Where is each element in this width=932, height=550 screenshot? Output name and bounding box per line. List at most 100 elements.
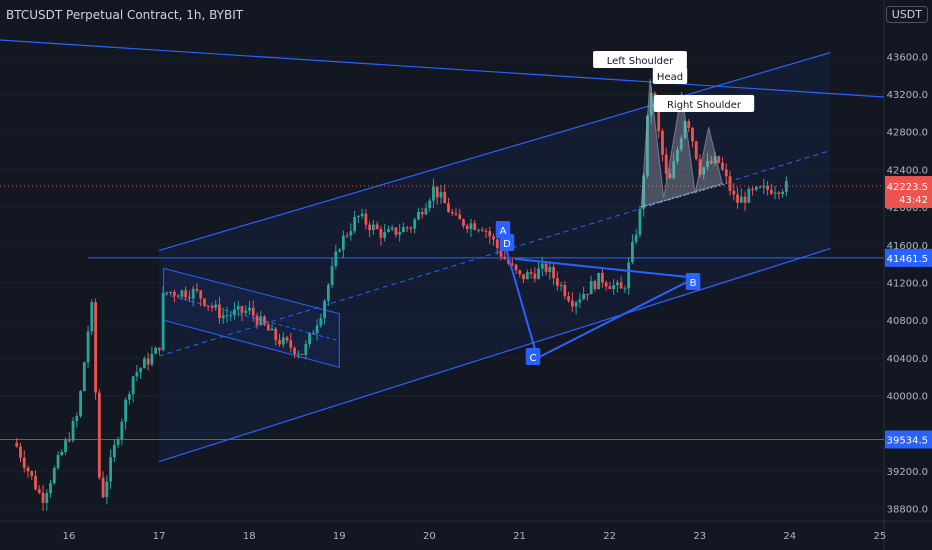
candle-body (402, 227, 405, 233)
candle-body (473, 223, 477, 230)
candle-body (379, 228, 383, 238)
last-price-value: 42223.5 (887, 182, 928, 193)
point-c-label[interactable]: C (525, 348, 541, 365)
point-d-label-bg (499, 234, 515, 251)
price-tick-label: 42400.0 (887, 165, 928, 176)
candle-body (559, 284, 563, 286)
candle-body (777, 192, 781, 194)
candle-body (781, 191, 784, 194)
candle-body (52, 468, 56, 484)
channel-lower-line[interactable] (158, 247, 831, 463)
abcd-pattern[interactable] (505, 248, 699, 360)
candle-body (687, 121, 691, 128)
candle-body (394, 227, 398, 235)
candle-body (717, 155, 721, 163)
candle-body (71, 421, 75, 441)
candle-body (514, 264, 518, 271)
currency-selector[interactable]: USDT (885, 6, 928, 23)
candle-body (454, 213, 458, 215)
candle-body (649, 93, 653, 116)
candle-body (244, 310, 248, 313)
candle-body (97, 392, 101, 478)
candle-body (15, 442, 19, 447)
candle-body (49, 483, 52, 493)
candle-body (608, 286, 612, 290)
candle-body (518, 270, 522, 275)
candle-body (368, 224, 372, 231)
candle-body (296, 353, 300, 355)
point-a-label-text: A (500, 226, 507, 237)
candle-body (510, 263, 514, 265)
candle-body (229, 315, 233, 317)
candle-body (326, 285, 330, 301)
time-tick-label: 25 (874, 531, 887, 542)
candle-body (383, 231, 387, 238)
point-c-label-text: C (530, 353, 537, 364)
candle-body (191, 288, 195, 299)
candle-body (743, 196, 747, 203)
candle-body (739, 196, 743, 203)
candle-body (34, 475, 37, 490)
candle-body (683, 121, 687, 139)
candle-body (360, 213, 364, 217)
candle-body (345, 235, 349, 237)
right-shoulder-label[interactable]: Right Shoulder (653, 95, 755, 112)
candle-body (90, 302, 94, 332)
candle-body (64, 440, 67, 453)
candle-body (736, 194, 739, 203)
candle-body (150, 353, 154, 365)
candle-body (522, 274, 525, 280)
candle-body (353, 216, 357, 232)
candle-body (540, 263, 544, 269)
time-tick-label: 23 (693, 531, 706, 542)
point-a-label[interactable]: A (495, 221, 511, 238)
price-tick-label: 42000.0 (887, 203, 928, 214)
point-b-label-bg (685, 273, 701, 290)
head-shoulders-pattern[interactable] (640, 78, 723, 208)
candle-body (308, 333, 311, 344)
candle-body (311, 333, 315, 335)
head-label[interactable]: Head (652, 67, 688, 84)
candle-body (480, 229, 484, 231)
point-d-label[interactable]: D (499, 234, 515, 251)
candle-body (619, 282, 623, 289)
time-tick-label: 20 (423, 531, 436, 542)
candle-body (702, 167, 706, 175)
candle-body (41, 492, 45, 503)
candle-body (180, 290, 184, 297)
candle-body (120, 421, 124, 440)
candle-body (597, 272, 601, 290)
candle-body (574, 302, 578, 307)
candle-body (266, 324, 270, 331)
candle-body (173, 292, 176, 296)
candle-body (263, 316, 266, 325)
candle-body (439, 192, 443, 198)
price-axis[interactable] (884, 0, 932, 550)
candle-body (304, 343, 308, 355)
candle-body (589, 281, 593, 295)
candle-body (334, 251, 338, 267)
candle-body (75, 415, 79, 422)
candle-body (424, 208, 428, 215)
candle-body (661, 131, 664, 155)
candle-body (642, 175, 646, 209)
point-b-label[interactable]: B (685, 273, 701, 290)
left-shoulder-label[interactable]: Left Shoulder (593, 51, 687, 68)
time-tick-label: 18 (243, 531, 256, 542)
candle-body (206, 305, 210, 307)
candle-body (176, 295, 180, 297)
candle-body (188, 297, 191, 299)
candle-body (26, 467, 30, 472)
point-b-label-text: B (690, 278, 697, 289)
candle-body (221, 315, 225, 319)
candle-body (709, 160, 713, 164)
candle-body (86, 331, 90, 363)
candle-body (225, 315, 229, 317)
descending-trendline[interactable] (0, 39, 885, 98)
price-tick-label: 40400.0 (887, 354, 928, 365)
head-label-text: Head (657, 72, 683, 83)
candle-body (109, 457, 112, 482)
channel-upper-line[interactable] (158, 51, 831, 252)
